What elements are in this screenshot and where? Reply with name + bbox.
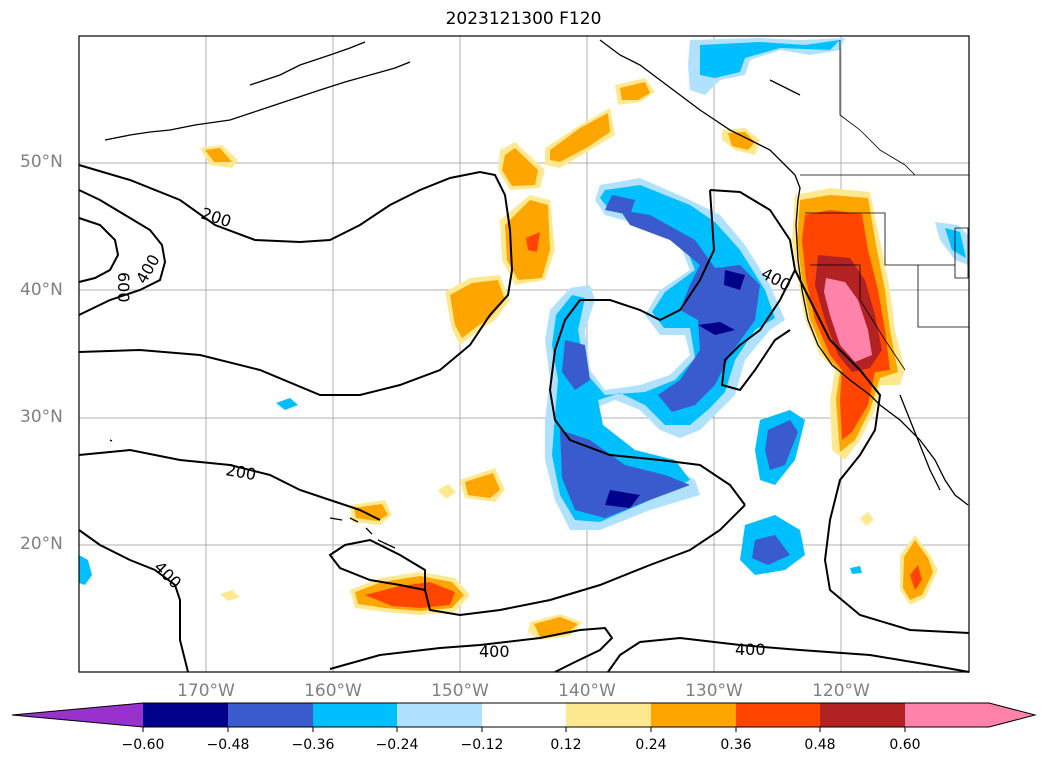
colorbar-swatch (736, 703, 820, 727)
colorbar-swatch (313, 703, 397, 727)
colorbar-tick-label: 0.60 (889, 737, 921, 753)
colorbar-swatch (228, 703, 313, 727)
contour-label: 400 (735, 640, 766, 659)
lat-label-20n: 20°N (20, 534, 63, 554)
colorbar-swatch (566, 703, 651, 727)
colorbar-tick-label: −0.24 (375, 737, 419, 753)
political-boundaries (800, 40, 969, 371)
contour-label: 400 (479, 642, 510, 661)
contour-label: 600 (114, 272, 133, 303)
colorbar-tick-label: 0.48 (804, 737, 836, 753)
lon-label-130w: 130°W (685, 681, 743, 701)
colorbar-tick-label: −0.36 (291, 737, 335, 753)
map-frame (78, 35, 970, 673)
colorbar-tick-label: 0.36 (720, 737, 752, 753)
colorbar-tick-label: −0.60 (121, 737, 165, 753)
lat-label-30n: 30°N (20, 407, 63, 427)
lat-label-40n: 40°N (20, 280, 63, 300)
lon-label-150w: 150°W (431, 681, 489, 701)
colorbar-swatch (651, 703, 736, 727)
colorbar-tick-label: 0.12 (550, 737, 582, 753)
colorbar-tick-label: −0.12 (460, 737, 504, 753)
colorbar-extend-high (989, 703, 1035, 727)
colorbar-swatch (820, 703, 905, 727)
lon-label-160w: 160°W (304, 681, 362, 701)
lon-label-140w: 140°W (558, 681, 616, 701)
height-contours (78, 164, 970, 673)
colorbar-swatch (482, 703, 566, 727)
colorbar-swatch (143, 703, 228, 727)
coastlines (104, 39, 969, 549)
colorbar-tick-label: 0.24 (635, 737, 667, 753)
colorbar-swatch (397, 703, 482, 727)
lat-label-50n: 50°N (20, 152, 63, 172)
colorbar-extend-low (12, 703, 143, 727)
colorbar-swatch (905, 703, 989, 727)
map-title: 2023121300 F120 (445, 9, 602, 29)
lon-label-120w: 120°W (812, 681, 870, 701)
colorbar-ticks (142, 727, 906, 732)
colorbar (11, 702, 1037, 732)
colorbar-tick-label: −0.48 (206, 737, 250, 753)
lon-label-170w: 170°W (177, 681, 235, 701)
